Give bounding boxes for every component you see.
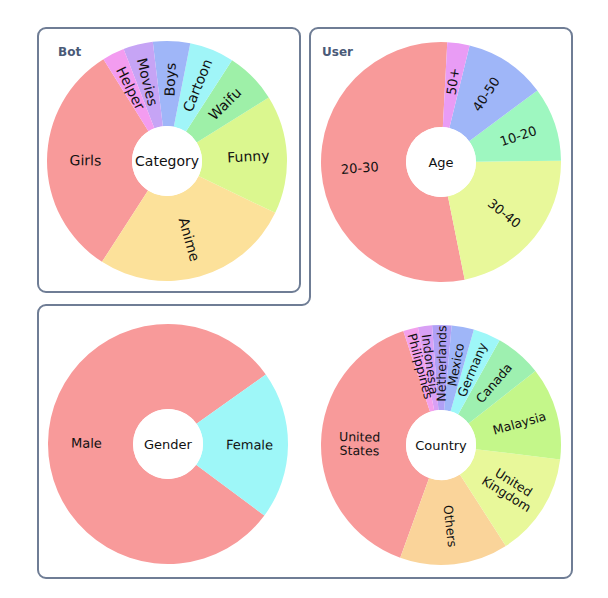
donut-chart: Male Female Gender [48,324,288,564]
donut-chart: 20-30 30-40 10-20 40-50 50+ Age [321,42,561,282]
chart-title: Age [428,155,453,170]
slice-label: UnitedKingdom [479,461,541,515]
slice-label: 20-30 [340,159,379,177]
panel-title: User [322,45,353,59]
slice [321,42,465,282]
slice-label: Philippines [405,332,437,401]
center-hole [133,409,203,479]
slice-label: 40-50 [469,74,502,114]
slice-label: Boys [161,62,178,96]
donut-chart: GirlsAnimeFunnyWaifuCartoonBoysMoviesHel… [47,41,287,281]
panel-frame [38,28,572,578]
slice [460,449,560,546]
slice [196,374,288,515]
slice-label: Anime [176,216,204,263]
slice-label: Cartoon [180,57,216,115]
panel-frame [38,28,300,292]
slice-label: Male [71,436,102,451]
slice-label: UnitedStates [339,429,380,458]
slices [321,42,561,282]
slice-label: Funny [227,147,270,165]
slice-labels: GirlsAnimeFunnyWaifuCartoonBoysMoviesHel… [70,56,270,263]
chart-title: Country [415,438,467,453]
slice-labels: 20-30 30-40 10-20 40-50 50+ [340,67,538,231]
slice-label: Malaysia [491,408,548,437]
slice-label: Helper [113,64,148,113]
slices [321,325,561,565]
panel-title: Bot [58,45,81,59]
center-hole [406,127,476,197]
slice-label: Waifu [205,84,244,123]
slice-label: Female [226,437,273,452]
slice-labels: Male Female [71,436,273,453]
slice-label: Others [440,504,460,547]
slice-label: 50+ [444,67,463,96]
slice-labels: UnitedStates Others UnitedKingdom Malaysia C… [339,325,548,547]
chart-title: Gender [144,437,193,452]
slices [47,41,287,281]
slice-label: 30-40 [485,196,524,231]
slices [48,324,288,564]
slice [443,42,470,128]
slice-label: Girls [70,152,102,168]
center-hole [406,410,476,480]
figure: BotUserGirlsAnimeFunnyWaifuCartoonBoysMo… [0,0,608,598]
center-hole [132,126,202,196]
chart-title: Category [135,153,199,169]
slice-label: 10-20 [498,123,539,149]
donut-chart: UnitedStates Others UnitedKingdom Malaysia C… [321,325,561,565]
